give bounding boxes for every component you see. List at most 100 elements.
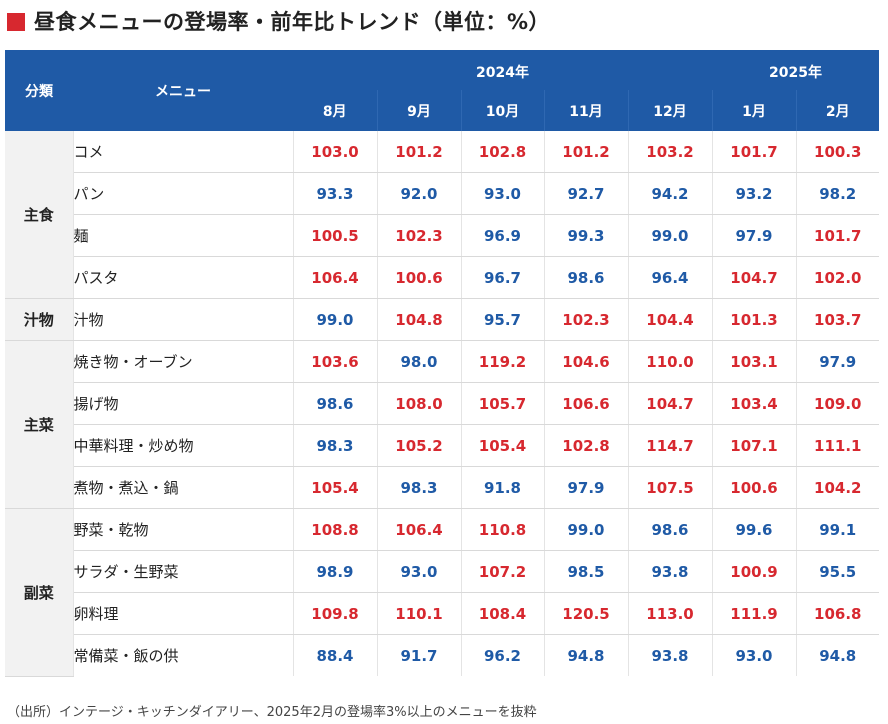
value-cell: 98.9 <box>292 550 377 593</box>
value-cell: 100.9 <box>711 550 796 593</box>
value-cell: 99.3 <box>543 214 628 257</box>
menu-cell: コメ <box>73 131 294 173</box>
header-month: 11月 <box>543 90 628 131</box>
value-cell: 94.2 <box>627 172 712 215</box>
table-row: パスタ 106.4 100.6 96.7 98.6 96.4 104.7 102.0 <box>5 256 879 299</box>
value-cell: 107.2 <box>460 550 544 593</box>
value-cell: 99.6 <box>711 508 796 551</box>
value-cell: 94.8 <box>543 634 628 676</box>
value-cell: 108.4 <box>460 592 544 635</box>
header-category: 分類 <box>25 83 53 100</box>
value-cell: 96.9 <box>460 214 544 257</box>
header-row-months: 8月 9月 10月 11月 12月 1月 2月 <box>5 90 879 131</box>
table-row: 麺 100.5 102.3 96.9 99.3 99.0 97.9 101.7 <box>5 214 879 257</box>
value-cell: 119.2 <box>460 340 544 383</box>
value-cell: 101.2 <box>376 131 461 173</box>
menu-cell: 汁物 <box>73 298 294 341</box>
table-row: 汁物 汁物 99.0 104.8 95.7 102.3 104.4 101.3 103.7 <box>5 298 879 341</box>
value-cell: 106.4 <box>292 256 377 299</box>
value-cell: 103.4 <box>711 382 796 425</box>
table-row: 卵料理 109.8 110.1 108.4 120.5 113.0 111.9 106.8 <box>5 592 879 635</box>
value-cell: 91.7 <box>376 634 461 676</box>
menu-cell: 中華料理・炒め物 <box>73 424 294 467</box>
value-cell: 101.3 <box>711 298 796 341</box>
value-cell: 99.0 <box>543 508 628 551</box>
value-cell: 106.6 <box>543 382 628 425</box>
value-cell: 93.0 <box>711 634 796 676</box>
value-cell: 98.2 <box>795 172 879 215</box>
value-cell: 100.3 <box>795 131 879 173</box>
value-cell: 98.3 <box>376 466 461 509</box>
value-cell: 96.2 <box>460 634 544 676</box>
table-row: パン 93.3 92.0 93.0 92.7 94.2 93.2 98.2 <box>5 172 879 215</box>
value-cell: 110.0 <box>627 340 712 383</box>
trend-table: 分類 メニュー 2024年 2025年 8月 9月 10月 11月 12月 1月 2月 主食… <box>5 50 879 677</box>
value-cell: 120.5 <box>543 592 628 635</box>
value-cell: 103.0 <box>292 131 377 173</box>
value-cell: 96.7 <box>460 256 544 299</box>
table-row: サラダ・生野菜 98.9 93.0 107.2 98.5 93.8 100.9 95.5 <box>5 550 879 593</box>
category-cell: 汁物 <box>5 298 74 341</box>
value-cell: 111.9 <box>711 592 796 635</box>
value-cell: 102.3 <box>376 214 461 257</box>
value-cell: 95.5 <box>795 550 879 593</box>
value-cell: 98.0 <box>376 340 461 383</box>
value-cell: 110.8 <box>460 508 544 551</box>
menu-cell: 卵料理 <box>73 592 294 635</box>
menu-cell: パン <box>73 172 294 215</box>
value-cell: 106.8 <box>795 592 879 635</box>
value-cell: 105.7 <box>460 382 544 425</box>
value-cell: 102.8 <box>460 131 544 173</box>
menu-cell: 焼き物・オーブン <box>73 340 294 383</box>
value-cell: 93.8 <box>627 550 712 593</box>
header-month: 10月 <box>460 90 544 131</box>
header-month: 9月 <box>376 90 461 131</box>
table-row: 揚げ物 98.6 108.0 105.7 106.6 104.7 103.4 109.0 <box>5 382 879 425</box>
value-cell: 99.0 <box>292 298 377 341</box>
menu-cell: 煮物・煮込・鍋 <box>73 466 294 509</box>
category-cell: 主菜 <box>5 340 74 509</box>
value-cell: 100.5 <box>292 214 377 257</box>
table-row: 常備菜・飯の供 88.4 91.7 96.2 94.8 93.8 93.0 94.8 <box>5 634 879 676</box>
value-cell: 98.6 <box>543 256 628 299</box>
value-cell: 94.8 <box>795 634 879 676</box>
value-cell: 102.3 <box>543 298 628 341</box>
value-cell: 104.7 <box>627 382 712 425</box>
value-cell: 108.0 <box>376 382 461 425</box>
value-cell: 104.6 <box>543 340 628 383</box>
title-row: 昼食メニューの登場率・前年比トレンド（単位：%） <box>7 8 550 34</box>
table-row: 副菜 野菜・乾物 108.8 106.4 110.8 99.0 98.6 99.6 99.1 <box>5 508 879 677</box>
value-cell: 98.6 <box>627 508 712 551</box>
value-cell: 105.4 <box>460 424 544 467</box>
value-cell: 110.1 <box>376 592 461 635</box>
source-note: （出所）インテージ・キッチンダイアリー、2025年2月の登場率3%以上のメニュー… <box>7 705 537 720</box>
value-cell: 93.8 <box>627 634 712 676</box>
value-cell: 91.8 <box>460 466 544 509</box>
value-cell: 104.7 <box>711 256 796 299</box>
header-menu: メニュー <box>155 83 211 100</box>
value-cell: 92.0 <box>376 172 461 215</box>
table-row: 主食 コメ 103.0 101.2 102.8 101.2 103.2 101.7 100.3 <box>5 131 879 299</box>
value-cell: 103.1 <box>711 340 796 383</box>
header-year-2024: 2024年 <box>476 65 529 81</box>
value-cell: 103.6 <box>292 340 377 383</box>
value-cell: 111.1 <box>795 424 879 467</box>
value-cell: 98.5 <box>543 550 628 593</box>
title-square-icon <box>7 12 25 31</box>
menu-cell: 野菜・乾物 <box>73 508 294 551</box>
value-cell: 108.8 <box>292 508 377 551</box>
category-cell: 主食 <box>5 131 74 299</box>
value-cell: 93.0 <box>460 172 544 215</box>
header-month: 2月 <box>795 90 879 131</box>
value-cell: 100.6 <box>376 256 461 299</box>
value-cell: 101.7 <box>711 131 796 173</box>
value-cell: 96.4 <box>627 256 712 299</box>
value-cell: 88.4 <box>292 634 377 676</box>
value-cell: 106.4 <box>376 508 461 551</box>
menu-cell: 揚げ物 <box>73 382 294 425</box>
value-cell: 100.6 <box>711 466 796 509</box>
category-cell: 副菜 <box>5 508 74 677</box>
value-cell: 104.8 <box>376 298 461 341</box>
header-row-years: 分類 メニュー 2024年 2025年 <box>5 50 879 100</box>
value-cell: 109.0 <box>795 382 879 425</box>
